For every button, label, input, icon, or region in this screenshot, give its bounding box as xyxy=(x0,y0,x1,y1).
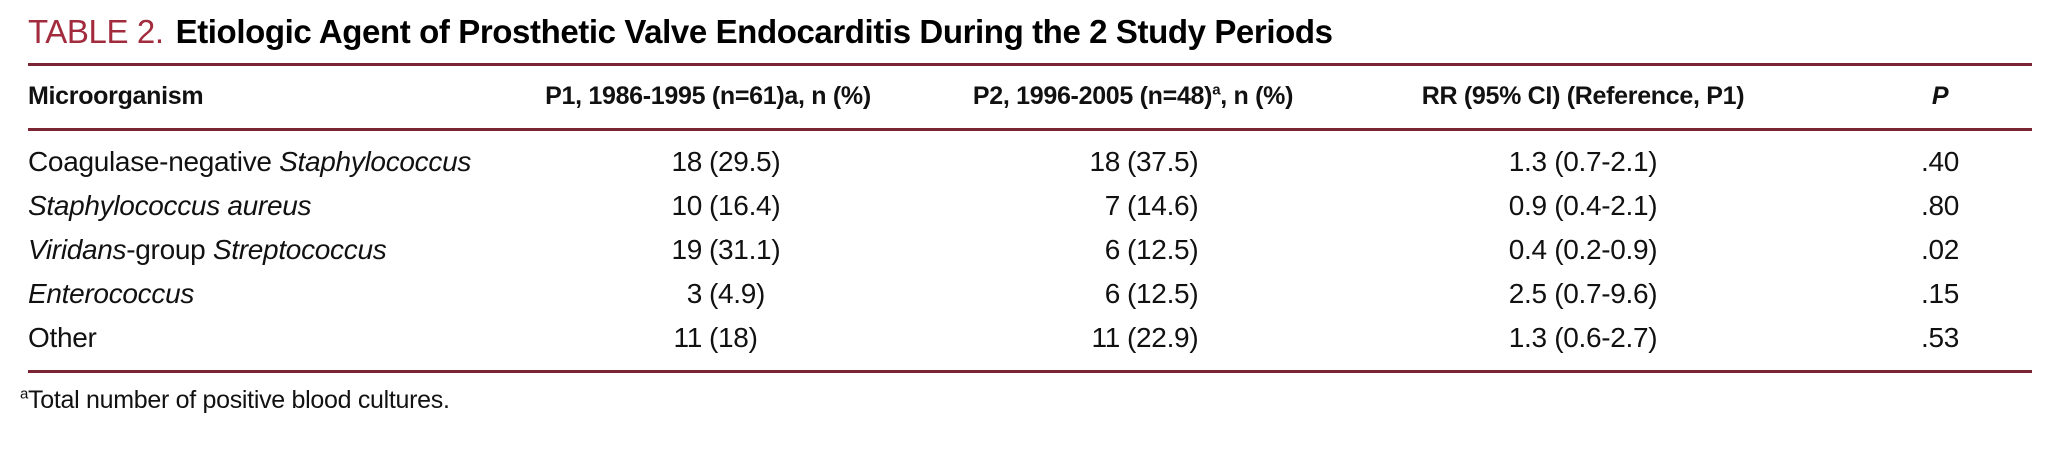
p2-count: 6 xyxy=(1104,234,1121,265)
rule-under-title xyxy=(28,63,2032,66)
cell-p1-value: 11 (18) xyxy=(508,322,908,354)
p2-percent: (37.5) xyxy=(1127,146,1199,177)
p1-percent: (31.1) xyxy=(709,234,781,265)
cell-p2-value: 11 (22.9) xyxy=(908,322,1358,354)
cell-p1-value: 10 (16.4) xyxy=(508,190,908,222)
table-title: TABLE 2. Etiologic Agent of Prosthetic Va… xyxy=(28,12,2032,52)
p2-percent: (14.6) xyxy=(1127,190,1199,221)
table-footnote: aTotal number of positive blood cultures… xyxy=(20,385,450,414)
p1-percent: (16.4) xyxy=(709,190,781,221)
cell-p1-value: 19 (31.1) xyxy=(508,234,908,266)
cell-microorganism: Viridans-group Streptococcus xyxy=(28,234,387,265)
cell-p-value: .15 xyxy=(1920,278,1960,309)
column-header-p-value: P xyxy=(1931,82,1949,110)
cell-p-value: .02 xyxy=(1920,234,1960,265)
rule-bottom xyxy=(28,370,2032,373)
p1-count: 3 xyxy=(686,278,703,309)
cell-microorganism: Coagulase-negative Staphylococcus xyxy=(28,146,472,177)
p2-percent: (22.9) xyxy=(1127,322,1199,353)
cell-microorganism: Enterococcus xyxy=(28,278,195,309)
p2-count: 7 xyxy=(1104,190,1121,221)
cell-p2-value: 6 (12.5) xyxy=(908,234,1358,266)
table-row: Coagulase-negative Staphylococcus 18 (29.… xyxy=(28,140,2032,184)
column-header-p2: P2, 1996-2005 (n=48)a, n (%) xyxy=(972,81,1294,110)
cell-p2-value: 7 (14.6) xyxy=(908,190,1358,222)
table-row: Enterococcus 3 (4.9) 6 (12.5) 2.5 (0.7-9.6… xyxy=(28,272,2032,316)
p1-count: 18 xyxy=(671,146,702,177)
cell-p2-value: 18 (37.5) xyxy=(908,146,1358,178)
p1-percent: (29.5) xyxy=(709,146,781,177)
p2-count: 18 xyxy=(1089,146,1120,177)
cell-p-value: .40 xyxy=(1920,146,1960,177)
p1-percent: (18) xyxy=(709,322,758,353)
p2-count: 11 xyxy=(1091,322,1121,353)
column-header-rr: RR (95% CI) (Reference, P1) xyxy=(1421,82,1745,110)
cell-rr-value: 2.5 (0.7-9.6) xyxy=(1508,278,1658,309)
p1-count: 11 xyxy=(673,322,703,353)
p1-percent: (4.9) xyxy=(709,278,766,309)
column-header-p1: P1, 1986-1995 (n=61)a, n (%) xyxy=(545,82,871,110)
cell-p1-value: 18 (29.5) xyxy=(508,146,908,178)
rule-under-header xyxy=(28,128,2032,131)
cell-rr-value: 0.9 (0.4-2.1) xyxy=(1508,190,1658,221)
table-title-text: Etiologic Agent of Prosthetic Valve Endo… xyxy=(175,13,1333,50)
cell-microorganism: Other xyxy=(28,322,97,353)
table-row: Staphylococcus aureus 10 (16.4) 7 (14.6) 0… xyxy=(28,184,2032,228)
table-body: Coagulase-negative Staphylococcus 18 (29.… xyxy=(28,131,2032,370)
p2-percent: (12.5) xyxy=(1127,278,1199,309)
cell-rr-value: 1.3 (0.7-2.1) xyxy=(1508,146,1658,177)
p1-count: 19 xyxy=(671,234,702,265)
table-header-row: Microorganism P1, 1986-1995 (n=61)a, n (… xyxy=(28,66,2032,128)
table-number-label: TABLE 2. xyxy=(28,13,164,50)
cell-microorganism: Staphylococcus aureus xyxy=(28,190,312,221)
cell-rr-value: 0.4 (0.2-0.9) xyxy=(1508,234,1658,265)
p2-percent: (12.5) xyxy=(1127,234,1199,265)
p1-count: 10 xyxy=(671,190,702,221)
table-row: Viridans-group Streptococcus 19 (31.1) 6(… xyxy=(28,228,2032,272)
cell-p-value: .80 xyxy=(1920,190,1960,221)
table-row: Other 11 (18) 11 (22.9) 1.3 (0.6-2.7) .53 xyxy=(28,316,2032,360)
cell-p1-value: 3 (4.9) xyxy=(508,278,908,310)
cell-rr-value: 1.3 (0.6-2.7) xyxy=(1508,322,1658,353)
cell-p2-value: 6 (12.5) xyxy=(908,278,1358,310)
column-header-microorganism: Microorganism xyxy=(28,82,204,110)
p2-count: 6 xyxy=(1104,278,1121,309)
cell-p-value: .53 xyxy=(1920,322,1960,353)
